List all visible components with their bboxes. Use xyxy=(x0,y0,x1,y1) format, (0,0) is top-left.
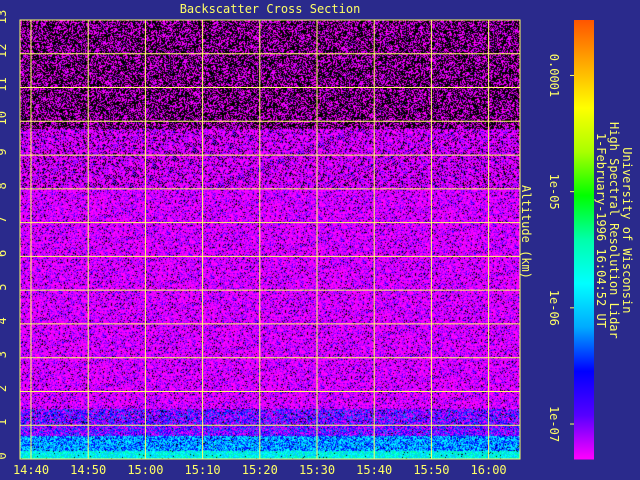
x-tick-label: 14:40 xyxy=(13,463,49,477)
colorbar-gradient xyxy=(574,20,594,459)
y-axis-label: Altitude (km) xyxy=(519,185,533,279)
y-tick-label: 5 xyxy=(0,284,9,291)
y-tick-label: 13 xyxy=(0,10,9,24)
colorbar-tick-label: 0.0001 xyxy=(547,54,561,97)
x-tick-label: 15:30 xyxy=(299,463,335,477)
colorbar-tick-label: 1e-05 xyxy=(547,174,561,210)
colorbar-tick-label: 1e-07 xyxy=(547,406,561,442)
credits-line-3: 1-February-1996 16:04:52 UT xyxy=(594,132,608,328)
y-tick-label: 9 xyxy=(0,148,9,155)
x-tick-label: 15:10 xyxy=(185,463,221,477)
x-tick-label: 15:00 xyxy=(127,463,163,477)
x-tick-label: 14:50 xyxy=(70,463,106,477)
y-tick-label: 10 xyxy=(0,111,9,125)
y-tick-label: 0 xyxy=(0,452,9,459)
x-tick-label: 16:00 xyxy=(471,463,507,477)
colorbar-tick-label: 1e-06 xyxy=(547,290,561,326)
y-tick-label: 1 xyxy=(0,419,9,426)
y-tick-label: 7 xyxy=(0,216,9,223)
x-tick-label: 15:40 xyxy=(356,463,392,477)
y-tick-label: 11 xyxy=(0,77,9,91)
y-tick-label: 8 xyxy=(0,182,9,189)
x-tick-label: 15:20 xyxy=(242,463,278,477)
x-tick-label: 15:50 xyxy=(413,463,449,477)
y-tick-label: 4 xyxy=(0,317,9,324)
y-tick-label: 12 xyxy=(0,44,9,58)
credits-line-2: High Spectral Resolution Lidar xyxy=(607,122,621,339)
heatmap-image xyxy=(20,20,520,459)
credits-block: University of Wisconsin High Spectral Re… xyxy=(594,122,634,339)
credits-line-1: University of Wisconsin xyxy=(620,147,634,314)
plot-frame xyxy=(19,19,521,460)
y-tick-label: 2 xyxy=(0,385,9,392)
y-tick-label: 3 xyxy=(0,351,9,358)
y-tick-label: 6 xyxy=(0,250,9,257)
chart-title: Backscatter Cross Section xyxy=(179,2,361,16)
